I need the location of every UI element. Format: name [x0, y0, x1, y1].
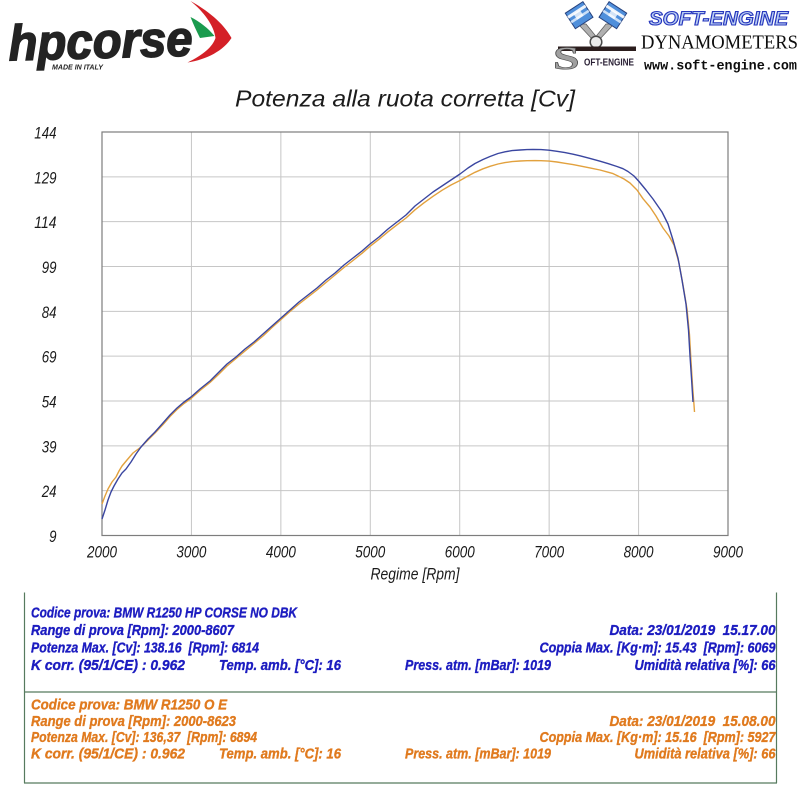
svg-text:K corr. (95/1/CE) : 0.962: K corr. (95/1/CE) : 0.962	[31, 746, 185, 762]
svg-text:Range di prova [Rpm]: 2000-862: Range di prova [Rpm]: 2000-8623	[31, 714, 236, 730]
svg-text:Potenza Max. [Cv]: 138.16 [Rp: Potenza Max. [Cv]: 138.16 [Rpm]: 6814	[31, 640, 259, 656]
svg-text:Codice prova: BMW R1250 HP COR: Codice prova: BMW R1250 HP CORSE NO DBK	[31, 605, 298, 621]
svg-text:Umidità relativa [%]: 66: Umidità relativa [%]: 66	[635, 658, 777, 674]
svg-text:114: 114	[34, 214, 56, 232]
svg-text:8000: 8000	[624, 544, 655, 562]
svg-text:3000: 3000	[176, 544, 207, 562]
svg-text:hpcorse: hpcorse	[8, 11, 193, 72]
svg-text:9000: 9000	[713, 544, 744, 562]
svg-text:K corr. (95/1/CE) : 0.962: K corr. (95/1/CE) : 0.962	[31, 658, 185, 674]
svg-text:4000: 4000	[266, 544, 297, 562]
svg-text:129: 129	[34, 169, 56, 187]
svg-text:S: S	[553, 39, 580, 76]
svg-text:Coppia Max. [Kg·m]: 15.16 [Rp: Coppia Max. [Kg·m]: 15.16 [Rpm]: 5927	[540, 730, 777, 746]
svg-text:Press. atm. [mBar]: 1019: Press. atm. [mBar]: 1019	[405, 658, 551, 674]
svg-text:Umidità relativa [%]: 66: Umidità relativa [%]: 66	[635, 746, 777, 762]
svg-text:Potenza alla ruota corretta [C: Potenza alla ruota corretta [Cv]	[235, 86, 576, 112]
svg-text:69: 69	[42, 349, 57, 367]
svg-text:Codice prova: BMW R1250 O E: Codice prova: BMW R1250 O E	[31, 698, 228, 714]
svg-text:MADE IN ITALY: MADE IN ITALY	[52, 63, 104, 72]
svg-text:Data: 23/01/2019 15.08.00: Data: 23/01/2019 15.08.00	[610, 714, 776, 730]
svg-text:DYNAMOMETERS: DYNAMOMETERS	[641, 32, 798, 54]
svg-text:Temp. amb. [°C]: 16: Temp. amb. [°C]: 16	[219, 658, 342, 674]
svg-text:Potenza Max. [Cv]: 136,37 [Rp: Potenza Max. [Cv]: 136,37 [Rpm]: 6894	[31, 730, 257, 746]
svg-text:24: 24	[41, 483, 57, 501]
svg-text:54: 54	[42, 394, 57, 412]
svg-text:Press. atm. [mBar]: 1019: Press. atm. [mBar]: 1019	[405, 746, 551, 762]
svg-text:144: 144	[34, 125, 56, 143]
svg-text:39: 39	[42, 438, 57, 456]
svg-text:Regime [Rpm]: Regime [Rpm]	[371, 566, 460, 584]
svg-text:www.soft-engine.com: www.soft-engine.com	[644, 60, 797, 75]
svg-text:Coppia Max. [Kg·m]: 15.43 [Rp: Coppia Max. [Kg·m]: 15.43 [Rpm]: 6069	[540, 640, 776, 656]
svg-text:Data: 23/01/2019 15.17.00: Data: 23/01/2019 15.17.00	[610, 623, 776, 639]
svg-text:6000: 6000	[445, 544, 476, 562]
svg-text:SOFT-ENGINE: SOFT-ENGINE	[649, 9, 789, 30]
svg-text:5000: 5000	[355, 544, 386, 562]
svg-text:OFT-ENGINE: OFT-ENGINE	[584, 58, 634, 69]
svg-text:7000: 7000	[534, 544, 565, 562]
svg-text:84: 84	[42, 304, 57, 322]
svg-text:2000: 2000	[86, 544, 117, 562]
svg-text:Range di prova [Rpm]: 2000-860: Range di prova [Rpm]: 2000-8607	[31, 623, 235, 639]
svg-text:99: 99	[42, 259, 57, 277]
svg-text:9: 9	[49, 528, 56, 546]
svg-text:Temp. amb. [°C]: 16: Temp. amb. [°C]: 16	[219, 746, 342, 762]
